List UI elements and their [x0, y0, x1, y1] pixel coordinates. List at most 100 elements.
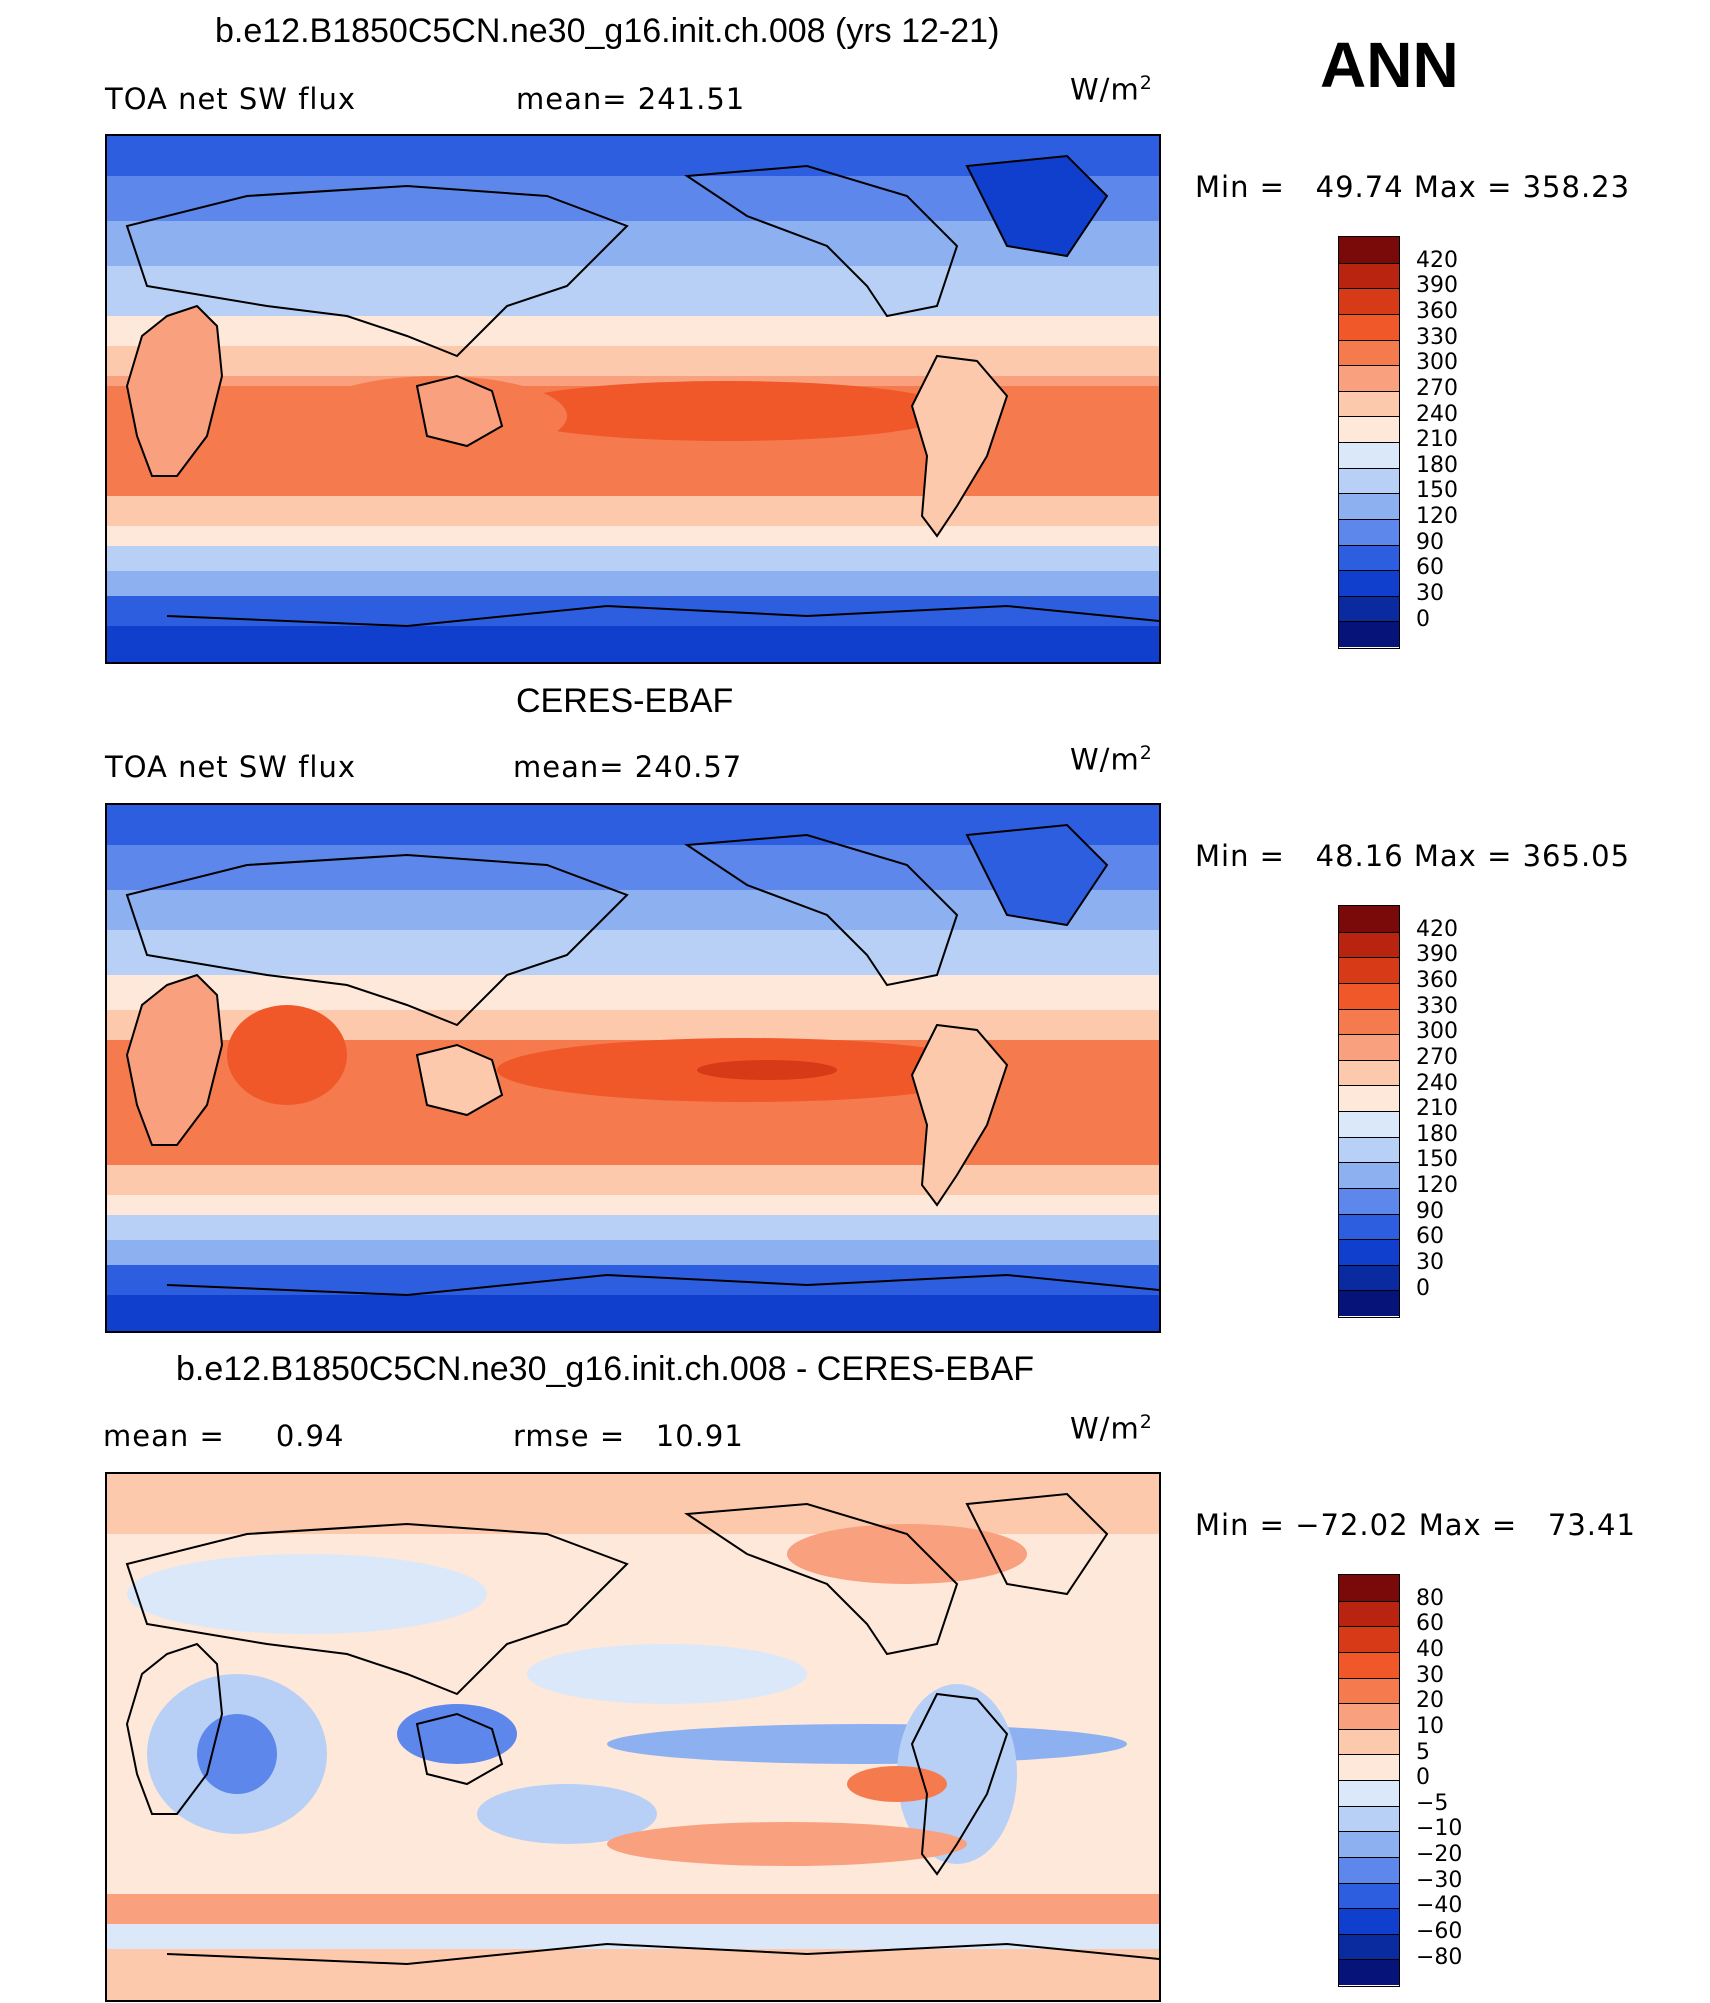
panel-3-map [105, 1472, 1161, 2002]
panel-1-max-value: 358.23 [1522, 170, 1631, 204]
colorbar-level-label: 210 [1416, 1096, 1458, 1122]
colorbar-segment [1339, 493, 1399, 519]
panel-3-minmax: Min = −72.02 Max = 73.41 [1195, 1508, 1636, 1542]
panel-3-colorbar-segments [1339, 1575, 1399, 1985]
colorbar-level-label: 330 [1416, 324, 1458, 350]
panel-3-min-value: −72.02 [1295, 1508, 1409, 1542]
colorbar-segment [1339, 982, 1399, 1009]
colorbar-level-label: 120 [1416, 504, 1458, 530]
panel-1-minmax: Min = 49.74 Max = 358.23 [1195, 170, 1631, 204]
panel-2-colorbar-segments [1339, 906, 1399, 1316]
colorbar-segment [1339, 262, 1399, 289]
colorbar-segment [1339, 1187, 1399, 1214]
colorbar-segment [1339, 1831, 1399, 1857]
colorbar-level-label: 330 [1416, 993, 1458, 1019]
colorbar-level-label: 180 [1416, 1121, 1458, 1147]
colorbar-level-label: −10 [1416, 1816, 1463, 1842]
colorbar-segment [1339, 1162, 1399, 1188]
colorbar-segment [1339, 1600, 1399, 1627]
colorbar-segment [1339, 416, 1399, 442]
colorbar-level-label: −5 [1416, 1790, 1449, 1816]
colorbar-segment [1339, 1677, 1399, 1704]
colorbar-segment [1339, 906, 1399, 932]
colorbar-level-label: 0 [1416, 606, 1430, 632]
panel-2-mean-value: 240.57 [634, 750, 743, 784]
colorbar-segment [1339, 1626, 1399, 1652]
colorbar-level-label: 60 [1416, 1224, 1444, 1250]
panel-1-min-value: 49.74 [1315, 170, 1404, 204]
panel-1-mean-value: 241.51 [637, 82, 746, 116]
panel-3-rmse-value: 10.91 [655, 1419, 744, 1453]
colorbar-segment [1339, 1754, 1399, 1780]
panel-3-rmse-label: rmse = 10.91 [513, 1419, 744, 1453]
colorbar-level-label: −60 [1416, 1918, 1463, 1944]
colorbar-level-label: 210 [1416, 427, 1458, 453]
colorbar-segment [1339, 1264, 1399, 1291]
panel-3-colorbar [1338, 1574, 1400, 1987]
colorbar-segment [1339, 1959, 1399, 1985]
colorbar-level-label: −30 [1416, 1867, 1463, 1893]
panel-1-variable-label: TOA net SW flux [105, 82, 357, 116]
colorbar-segment [1339, 1034, 1399, 1060]
colorbar-segment [1339, 1085, 1399, 1111]
colorbar-level-label: 60 [1416, 1611, 1444, 1637]
panel-2-colorbar [1338, 905, 1400, 1318]
panel-1-colorbar [1338, 236, 1400, 649]
colorbar-segment [1339, 1703, 1399, 1729]
colorbar-segment [1339, 1882, 1399, 1909]
colorbar-level-label: 420 [1416, 916, 1458, 942]
colorbar-segment [1339, 1290, 1399, 1316]
colorbar-level-label: −20 [1416, 1842, 1463, 1868]
colorbar-level-label: 0 [1416, 1275, 1430, 1301]
colorbar-segment [1339, 621, 1399, 647]
colorbar-segment [1339, 1856, 1399, 1883]
panel-2-minmax: Min = 48.16 Max = 365.05 [1195, 839, 1631, 873]
colorbar-segment [1339, 1651, 1399, 1678]
colorbar-segment [1339, 595, 1399, 622]
colorbar-level-label: −80 [1416, 1944, 1463, 1970]
colorbar-segment [1339, 365, 1399, 391]
colorbar-level-label: 20 [1416, 1688, 1444, 1714]
colorbar-level-label: 40 [1416, 1637, 1444, 1663]
colorbar-segment [1339, 390, 1399, 417]
colorbar-level-label: 30 [1416, 1249, 1444, 1275]
observed-flux-map-graphic [107, 805, 1159, 1331]
panel-1-title: b.e12.B1850C5CN.ne30_g16.init.ch.008 (yr… [215, 12, 1000, 50]
colorbar-level-label: 240 [1416, 1070, 1458, 1096]
colorbar-segment [1339, 442, 1399, 468]
panel-2-units: W/m2 [1070, 742, 1153, 777]
colorbar-level-label: 360 [1416, 299, 1458, 325]
colorbar-segment [1339, 957, 1399, 983]
season-label: ANN [1320, 29, 1459, 101]
panel-2-variable-label: TOA net SW flux [105, 750, 357, 784]
colorbar-segment [1339, 1908, 1399, 1934]
colorbar-level-label: 80 [1416, 1585, 1444, 1611]
colorbar-segment [1339, 1933, 1399, 1960]
panel-3-title: b.e12.B1850C5CN.ne30_g16.init.ch.008 - C… [176, 1350, 1035, 1388]
colorbar-segment [1339, 570, 1399, 596]
colorbar-level-label: 240 [1416, 401, 1458, 427]
panel-2-mean-label: mean= 240.57 [513, 750, 743, 784]
colorbar-level-label: 270 [1416, 375, 1458, 401]
panel-1-map [105, 134, 1161, 664]
model-flux-map-graphic [107, 136, 1159, 662]
panel-3-mean-label: mean = 0.94 [103, 1419, 345, 1453]
colorbar-level-label: 30 [1416, 580, 1444, 606]
colorbar-level-label: 270 [1416, 1044, 1458, 1070]
colorbar-level-label: 30 [1416, 1662, 1444, 1688]
colorbar-level-label: 300 [1416, 1019, 1458, 1045]
colorbar-level-label: 60 [1416, 555, 1444, 581]
colorbar-segment [1339, 1728, 1399, 1755]
colorbar-segment [1339, 1008, 1399, 1035]
colorbar-segment [1339, 313, 1399, 340]
colorbar-level-label: 420 [1416, 247, 1458, 273]
colorbar-segment [1339, 288, 1399, 314]
colorbar-level-label: 90 [1416, 1198, 1444, 1224]
colorbar-segment [1339, 544, 1399, 571]
colorbar-level-label: −40 [1416, 1893, 1463, 1919]
colorbar-level-label: 150 [1416, 478, 1458, 504]
panel-3-max-value: 73.41 [1547, 1508, 1636, 1542]
colorbar-segment [1339, 1059, 1399, 1086]
panel-2-title: CERES-EBAF [516, 682, 734, 720]
colorbar-level-label: 360 [1416, 968, 1458, 994]
